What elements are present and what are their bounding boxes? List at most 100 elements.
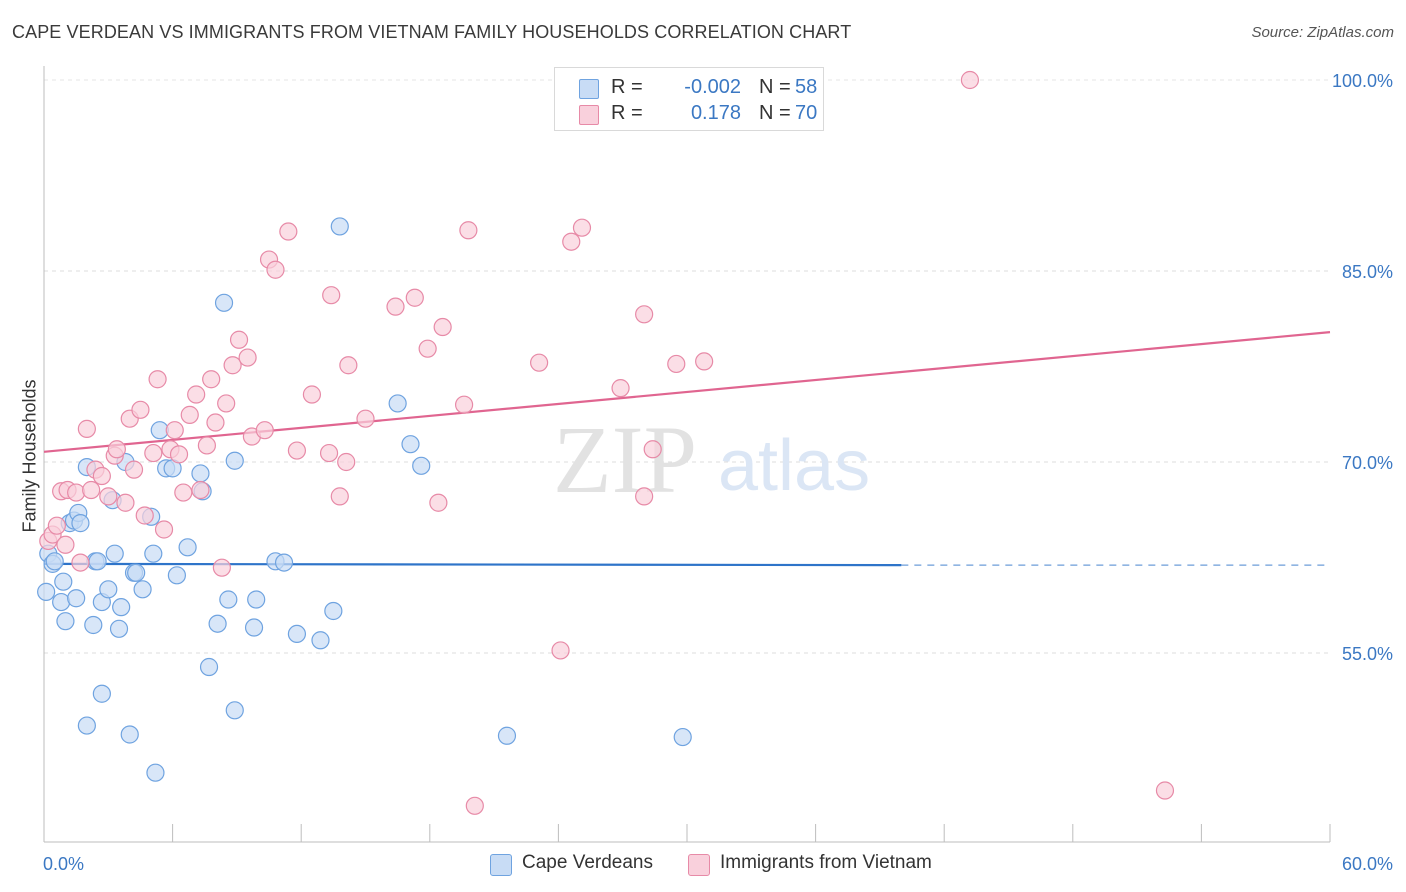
point-immigrants-vietnam <box>635 305 654 324</box>
point-cape-verdeans <box>191 464 210 483</box>
swatch-immigrants-vietnam <box>579 105 599 125</box>
point-immigrants-vietnam <box>187 385 206 404</box>
point-immigrants-vietnam <box>135 506 154 525</box>
point-immigrants-vietnam <box>238 348 257 367</box>
point-cape-verdeans <box>324 601 343 621</box>
y-tick-label: 85.0% <box>1342 262 1393 282</box>
point-cape-verdeans <box>178 538 197 557</box>
chart-title: CAPE VERDEAN VS IMMIGRANTS FROM VIETNAM … <box>12 22 852 42</box>
point-immigrants-vietnam <box>330 487 349 506</box>
point-immigrants-vietnam <box>180 405 199 424</box>
point-immigrants-vietnam <box>322 286 341 305</box>
trend-cape-verdeans <box>43 562 902 567</box>
point-immigrants-vietnam <box>356 409 375 428</box>
watermark-zip: ZIP <box>553 406 697 513</box>
point-immigrants-vietnam <box>92 466 111 486</box>
point-cape-verdeans <box>274 553 294 572</box>
point-cape-verdeans <box>412 456 431 475</box>
r-label: R = <box>611 76 643 98</box>
point-immigrants-vietnam <box>56 535 75 554</box>
point-immigrants-vietnam <box>635 487 654 506</box>
point-immigrants-vietnam <box>71 553 90 572</box>
point-immigrants-vietnam <box>212 558 231 577</box>
point-cape-verdeans <box>133 580 152 599</box>
point-cape-verdeans <box>497 726 517 745</box>
point-immigrants-vietnam <box>124 460 144 479</box>
point-immigrants-vietnam <box>169 445 189 464</box>
point-cape-verdeans <box>401 435 420 454</box>
point-immigrants-vietnam <box>287 441 307 460</box>
legend-swatch-cape-verdeans <box>490 854 512 876</box>
point-immigrants-vietnam <box>429 493 448 512</box>
legend-label: Cape Verdeans <box>522 852 653 873</box>
point-cape-verdeans <box>214 293 234 312</box>
point-cape-verdeans <box>67 589 86 608</box>
point-cape-verdeans <box>225 451 244 470</box>
point-immigrants-vietnam <box>217 394 236 413</box>
point-cape-verdeans <box>109 619 129 638</box>
point-immigrants-vietnam <box>459 221 478 240</box>
point-immigrants-vietnam <box>386 297 405 316</box>
point-immigrants-vietnam <box>611 379 630 398</box>
point-cape-verdeans <box>167 566 186 585</box>
point-immigrants-vietnam <box>695 352 714 371</box>
point-immigrants-vietnam <box>67 483 86 502</box>
point-immigrants-vietnam <box>530 353 549 372</box>
point-immigrants-vietnam <box>82 480 101 500</box>
point-immigrants-vietnam <box>229 330 249 349</box>
point-immigrants-vietnam <box>144 443 163 463</box>
point-immigrants-vietnam <box>99 487 118 506</box>
point-cape-verdeans <box>112 598 131 617</box>
point-immigrants-vietnam <box>465 796 484 815</box>
n-label: N = <box>759 76 791 98</box>
source-label: Source: ZipAtlas.com <box>1251 24 1394 41</box>
point-immigrants-vietnam <box>562 232 581 251</box>
point-immigrants-vietnam <box>643 440 662 459</box>
point-cape-verdeans <box>673 727 692 747</box>
point-cape-verdeans <box>92 684 111 703</box>
point-immigrants-vietnam <box>206 413 225 432</box>
point-immigrants-vietnam <box>551 641 570 660</box>
point-cape-verdeans <box>199 657 219 677</box>
point-cape-verdeans <box>105 544 124 563</box>
point-cape-verdeans <box>219 590 238 609</box>
point-immigrants-vietnam <box>454 395 474 414</box>
point-immigrants-vietnam <box>165 421 184 440</box>
tick-labels: 100.0% 85.0% 70.0% 55.0% 0.0% 60.0% <box>43 71 1393 874</box>
legend-swatch-immigrants-vietnam <box>688 854 710 876</box>
stats-legend: R = -0.002 N = 58 R = 0.178 N = 70 <box>554 67 824 131</box>
point-immigrants-vietnam <box>77 419 96 438</box>
point-cape-verdeans <box>208 614 227 633</box>
point-immigrants-vietnam <box>131 400 150 419</box>
point-cape-verdeans <box>77 716 96 735</box>
point-cape-verdeans <box>45 552 64 571</box>
point-immigrants-vietnam <box>405 288 424 307</box>
point-cape-verdeans <box>247 590 266 609</box>
y-axis-label: Family Households <box>19 379 40 533</box>
point-immigrants-vietnam <box>418 339 437 358</box>
x-tick-label: 0.0% <box>43 854 84 874</box>
point-immigrants-vietnam <box>191 480 210 500</box>
y-tick-label: 70.0% <box>1342 453 1393 473</box>
point-immigrants-vietnam <box>337 452 356 472</box>
point-immigrants-vietnam <box>339 356 358 375</box>
n-label: N = <box>759 102 791 124</box>
series-legend: Cape Verdeans Immigrants from Vietnam <box>0 852 1406 878</box>
r-value: 0.178 <box>690 102 741 124</box>
x-tick-label: 60.0% <box>1342 854 1393 874</box>
point-cape-verdeans <box>144 544 163 563</box>
point-immigrants-vietnam <box>154 520 174 539</box>
point-cape-verdeans <box>54 572 73 591</box>
point-cape-verdeans <box>287 624 307 644</box>
axes <box>43 66 1331 843</box>
swatch-cape-verdeans <box>579 79 599 99</box>
point-cape-verdeans <box>120 725 139 744</box>
point-cape-verdeans <box>146 763 165 782</box>
point-cape-verdeans <box>388 394 407 413</box>
point-cape-verdeans <box>311 631 330 650</box>
point-immigrants-vietnam <box>223 356 242 375</box>
watermark-atlas: atlas <box>718 426 870 506</box>
point-immigrants-vietnam <box>197 436 216 455</box>
point-cape-verdeans <box>88 552 107 571</box>
